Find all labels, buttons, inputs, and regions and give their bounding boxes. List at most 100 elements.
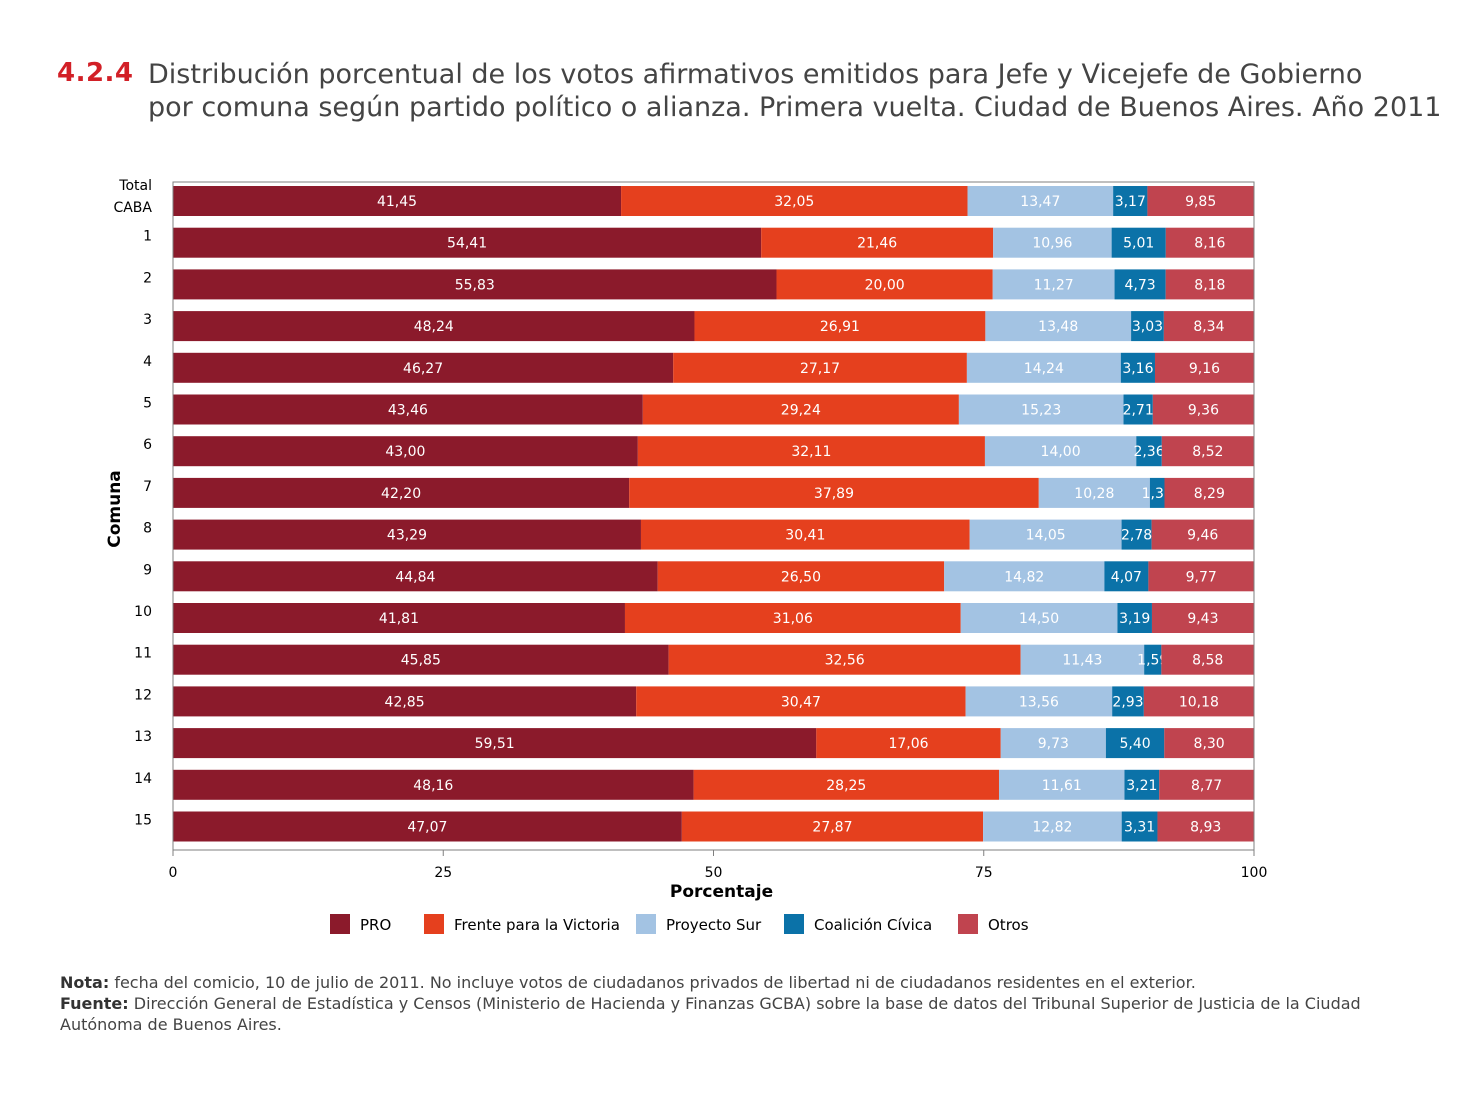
bar-2-row-10 (960, 603, 1118, 633)
bar-2-row-9 (944, 561, 1105, 592)
bar-4-row-6 (1161, 436, 1254, 467)
fuente-label: Fuente: (60, 994, 129, 1013)
bar-value-label: 3,17 (1115, 194, 1146, 210)
bar-1-row-3 (694, 311, 986, 342)
bar-4-row-3 (1163, 311, 1254, 342)
bar-value-label: 13,48 (1038, 319, 1078, 335)
bar-1-row-7 (629, 477, 1039, 508)
bar-2-row-7 (1038, 477, 1150, 508)
bar-0-row-10 (173, 603, 625, 633)
bar-2-row-14 (998, 769, 1125, 800)
category-label: 8 (143, 521, 152, 537)
bar-value-label: 48,24 (414, 319, 454, 335)
bar-0-row-7 (173, 477, 630, 508)
bar-value-label: 32,05 (774, 194, 814, 210)
bar-0-row-15 (173, 811, 682, 842)
bar-4-row-4 (1154, 352, 1254, 383)
bar-value-label: 1,59 (1137, 653, 1168, 669)
bar-value-label: 26,91 (820, 319, 860, 335)
legend-swatch (424, 914, 444, 934)
bar-4-row-13 (1164, 728, 1254, 759)
bar-3-row-4 (1120, 352, 1155, 383)
bar-value-label: 27,87 (812, 820, 852, 836)
bar-value-label: 8,58 (1192, 653, 1223, 669)
bar-4-row-12 (1143, 686, 1254, 717)
bar-3-row-0 (1113, 186, 1148, 216)
bar-value-label: 8,30 (1194, 736, 1225, 752)
bar-2-row-13 (1000, 728, 1106, 759)
bar-0-row-0 (173, 186, 622, 216)
bars-group: 41,45 32,05 13,47 3,17 9,85 54,41 21,46 10,96 5,… (173, 186, 1255, 842)
bar-4-row-10 (1151, 603, 1254, 633)
category-label: 14 (134, 771, 152, 787)
bar-value-label: 11,27 (1034, 277, 1074, 293)
nota-text: fecha del comicio, 10 de julio de 2011. … (109, 973, 1196, 992)
category-label-part: Total (118, 178, 152, 194)
bar-4-row-5 (1152, 394, 1254, 425)
legend-label: Otros (988, 916, 1029, 934)
bar-2-row-2 (992, 269, 1115, 300)
bar-0-row-2 (173, 269, 777, 300)
bar-value-label: 8,29 (1194, 486, 1225, 502)
bar-3-row-5 (1123, 394, 1153, 425)
x-tick-label: 100 (1241, 865, 1268, 881)
bar-3-row-12 (1112, 686, 1144, 717)
bar-value-label: 11,43 (1062, 653, 1102, 669)
bar-value-label: 59,51 (475, 736, 515, 752)
legend-swatch (784, 914, 804, 934)
bar-value-label: 14,05 (1026, 528, 1066, 544)
bar-0-row-5 (173, 394, 643, 425)
x-axis: 0 25 50 75 100 (169, 850, 1268, 881)
bar-value-label: 10,18 (1179, 694, 1219, 710)
bar-3-row-7 (1149, 477, 1165, 508)
category-label: 11 (134, 646, 152, 662)
bar-value-label: 2,78 (1121, 528, 1152, 544)
bar-value-label: 9,73 (1038, 736, 1069, 752)
category-label-part: CABA (113, 200, 152, 216)
legend-label: PRO (360, 916, 391, 934)
bar-value-label: 14,24 (1024, 361, 1064, 377)
bar-value-label: 3,16 (1122, 361, 1153, 377)
bar-value-label: 20,00 (865, 277, 905, 293)
bar-value-label: 9,43 (1187, 611, 1218, 627)
bar-value-label: 54,41 (447, 236, 487, 252)
bar-3-row-11 (1144, 644, 1162, 675)
bar-1-row-9 (657, 561, 945, 592)
bar-value-label: 46,27 (403, 361, 443, 377)
title-line-2: por comuna según partido político o alia… (148, 92, 1442, 123)
bar-4-row-9 (1148, 561, 1254, 592)
bar-0-row-13 (173, 728, 817, 759)
bar-1-row-10 (624, 603, 961, 633)
bar-value-label: 31,06 (773, 611, 813, 627)
bar-value-label: 43,29 (387, 528, 427, 544)
bar-value-label: 8,18 (1194, 277, 1225, 293)
bar-2-row-5 (958, 394, 1124, 425)
bar-3-row-6 (1136, 436, 1162, 467)
bar-1-row-2 (776, 269, 993, 300)
notes: Nota: fecha del comicio, 10 de julio de … (60, 972, 1440, 1035)
bar-value-label: 3,19 (1119, 611, 1150, 627)
bar-value-label: 29,24 (781, 403, 821, 419)
bar-value-label: 10,96 (1032, 236, 1072, 252)
category-label: 7 (143, 479, 152, 495)
bar-value-label: 9,16 (1189, 361, 1220, 377)
bar-2-row-6 (984, 436, 1137, 467)
bar-3-row-10 (1117, 603, 1152, 633)
bar-value-label: 9,46 (1187, 528, 1218, 544)
bar-4-row-1 (1165, 227, 1254, 258)
title-number: 4.2.4 (57, 58, 134, 88)
bar-value-label: 42,20 (381, 486, 421, 502)
category-label: 15 (134, 813, 152, 829)
bar-value-label: 30,41 (785, 528, 825, 544)
legend-label: Frente para la Victoria (454, 916, 620, 934)
bar-2-row-0 (967, 186, 1114, 216)
bar-value-label: 21,46 (857, 236, 897, 252)
bar-3-row-13 (1105, 728, 1165, 759)
bar-0-row-8 (173, 519, 641, 550)
bar-value-label: 17,06 (888, 736, 928, 752)
bar-1-row-15 (681, 811, 984, 842)
category-label: 5 (143, 396, 152, 412)
legend-label: Coalición Cívica (814, 916, 932, 934)
bar-3-row-8 (1121, 519, 1152, 550)
bar-2-row-1 (993, 227, 1112, 258)
